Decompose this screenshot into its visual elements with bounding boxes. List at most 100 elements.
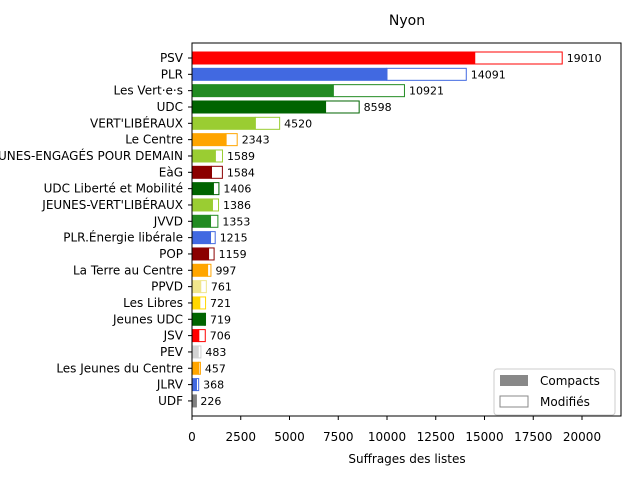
bar-9-compacts [192,198,213,212]
bar-0-modifies [474,51,563,65]
bar-10-compacts [192,214,211,228]
x-tick-label: 7500 [323,430,354,444]
data-label: 483 [205,346,226,359]
data-label: 1584 [227,166,255,179]
category-label: PPVD [151,280,183,294]
category-label: JEUNES-ENGAGÉS POUR DEMAIN [0,148,183,163]
bar-14-compacts [192,280,201,294]
bar-15-modifies [199,296,207,310]
bar-2-compacts [192,84,334,98]
bar-12-compacts [192,247,209,261]
data-label: 719 [210,313,231,326]
category-label: Le Centre [125,133,183,147]
category-label: JSV [163,329,184,343]
data-label: 1589 [227,150,255,163]
bar-2-modifies [332,84,405,98]
data-label: 1386 [223,199,251,212]
bar-19-compacts [192,361,199,375]
bar-4-compacts [192,116,256,130]
data-label: 761 [211,281,232,294]
category-label: POP [159,247,183,261]
x-axis-ticks: 0 2500 5000 7500 10000 12500 15000 17500 20000 [188,416,601,444]
bar-11-compacts [192,231,211,245]
bar-7-modifies [211,165,223,179]
category-label: JEUNES-VERT'LIBÉRAUX [41,197,183,212]
legend-swatch-modifies [499,395,529,408]
data-label: 10921 [409,85,444,98]
bar-19-modifies [198,361,201,375]
bar-5-modifies [225,133,238,147]
x-tick-label: 0 [188,430,196,444]
data-label: 997 [215,264,236,277]
bar-14-modifies [200,280,207,294]
data-label: 706 [210,330,231,343]
x-tick-label: 5000 [274,430,305,444]
bar-16-compacts [192,312,205,326]
category-label: JLRV [156,378,184,392]
legend-swatch-compacts [500,375,528,386]
bar-20-modifies [195,378,200,392]
category-label: UDC [157,100,183,114]
x-tick-label: 2500 [225,430,256,444]
x-tick-label: 17500 [514,430,552,444]
bar-6-compacts [192,149,216,163]
bar-3-modifies [325,100,360,114]
category-label: PLR [161,67,183,81]
bar-1-modifies [386,67,467,81]
data-label: 1353 [222,215,250,228]
x-tick-label: 20000 [563,430,601,444]
category-label: EàG [159,165,183,179]
data-label: 2343 [242,134,270,147]
bars-group [192,51,563,408]
bar-12-modifies [208,247,215,261]
category-label: Les Libres [123,296,183,310]
category-label: UDC Liberté et Mobilité [44,182,183,196]
bar-6-modifies [214,149,223,163]
bar-8-compacts [192,182,214,196]
bar-9-modifies [211,198,220,212]
category-label: Les Vert·e·s [114,84,184,98]
bar-11-modifies [210,231,216,245]
category-label: UDF [158,394,183,408]
bar-8-modifies [212,182,220,196]
category-label: PEV [160,345,184,359]
bar-18-modifies [197,345,202,359]
data-label: 226 [200,395,221,408]
category-label: La Terre au Centre [73,263,183,277]
bar-13-modifies [207,263,212,277]
bar-21-compacts [192,394,196,408]
bar-10-modifies [210,214,219,228]
bar-18-compacts [192,345,199,359]
bar-15-compacts [192,296,200,310]
x-axis-label: Suffrages des listes [348,452,465,466]
legend-label-compacts: Compacts [540,374,600,388]
x-tick-label: 10000 [368,430,406,444]
chart-title: Nyon [389,13,425,29]
category-label: PLR.Énergie libérale [63,230,183,245]
data-label: 457 [205,362,226,375]
data-label: 721 [210,297,231,310]
bar-17-compacts [192,329,199,343]
x-tick-label: 12500 [417,430,455,444]
bar-4-modifies [254,116,281,130]
bar-7-compacts [192,165,212,179]
data-label: 1159 [219,248,247,261]
bar-17-modifies [198,329,206,343]
bar-0-compacts [192,51,475,65]
category-label: VERT'LIBÉRAUX [90,115,183,130]
data-label: 1215 [220,232,248,245]
bar-3-compacts [192,100,326,114]
data-label: 19010 [567,52,602,65]
data-labels: 19010 14091 10921 8598 4520 2343 1589 1584 1406 1… [200,52,601,408]
category-label: JVVD [153,214,183,228]
data-label: 368 [203,379,224,392]
bar-21-modifies [195,394,197,408]
data-label: 8598 [364,101,392,114]
x-tick-label: 15000 [465,430,503,444]
category-label: Jeunes UDC [112,312,183,326]
category-label: Les Jeunes du Centre [56,361,183,375]
data-label: 4520 [284,117,312,130]
data-label: 14091 [471,68,506,81]
